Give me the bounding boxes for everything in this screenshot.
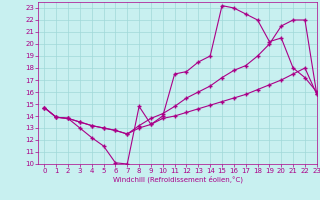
X-axis label: Windchill (Refroidissement éolien,°C): Windchill (Refroidissement éolien,°C) <box>113 176 243 183</box>
